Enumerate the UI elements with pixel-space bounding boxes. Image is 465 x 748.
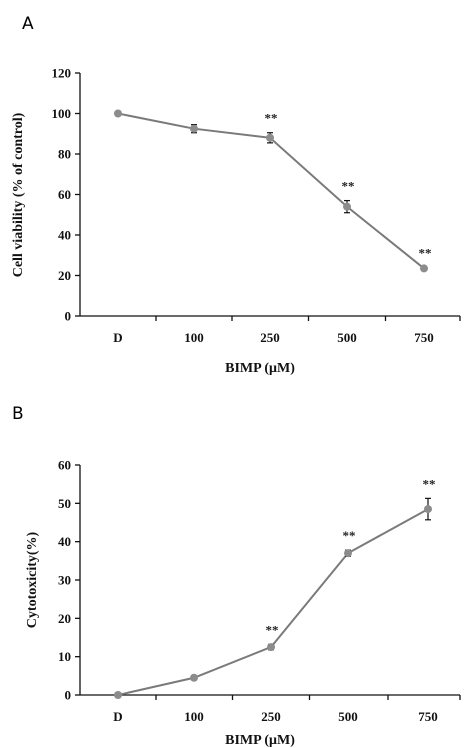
data-point-b: [424, 505, 432, 514]
x-tick-label-b: 250: [261, 709, 281, 724]
y-tick-label-a: 20: [58, 268, 71, 283]
y-tick-label-b: 0: [65, 688, 72, 703]
significance-label-a: **: [342, 179, 355, 194]
significance-label-a: **: [419, 245, 432, 260]
significance-label-a: **: [265, 111, 278, 126]
data-point-a: [266, 133, 274, 142]
x-tick-label-b: D: [113, 709, 122, 724]
y-tick-label-b: 60: [58, 458, 71, 473]
x-tick-label-b: 750: [418, 709, 438, 724]
y-tick-label-a: 80: [58, 147, 71, 162]
x-axis-title-b: BIMP (μM): [225, 733, 295, 748]
significance-label-b: **: [343, 528, 356, 543]
x-tick-label-a: D: [113, 330, 122, 345]
y-tick-label-a: 0: [65, 309, 72, 324]
x-tick-label-b: 100: [184, 709, 204, 724]
x-tick-label-a: 500: [337, 330, 357, 345]
x-tick-label-a: 750: [414, 330, 434, 345]
y-axis-title-b: Cytotoxicity(%): [25, 531, 40, 628]
chart-b: 0 10 20 30 40 50 60 D 100 250 500 750 BIMP (μM) Cytot…: [25, 458, 461, 748]
x-axis-title-a: BIMP (μM): [225, 361, 295, 376]
y-axis-title-a: Cell viability (% of control): [11, 112, 26, 277]
data-point-a: [420, 264, 428, 273]
y-tick-label-b: 40: [58, 534, 71, 549]
data-point-b: [190, 673, 198, 682]
y-tick-label-a: 40: [58, 228, 71, 243]
data-point-a: [190, 124, 198, 133]
data-point-b: [267, 643, 275, 652]
significance-label-b: **: [423, 476, 436, 491]
y-tick-label-b: 30: [58, 573, 71, 588]
chart-a: 0 20 40 60 80 100 120 D 100 250 500 750 BIMP (μM) Cel…: [11, 66, 461, 376]
data-point-b: [114, 691, 122, 699]
y-tick-label-a: 100: [52, 106, 72, 121]
x-tick-label-b: 500: [338, 709, 358, 724]
y-tick-label-b: 10: [58, 649, 71, 664]
x-tick-label-a: 100: [184, 330, 204, 345]
significance-label-b: **: [266, 622, 279, 637]
data-point-b: [344, 549, 352, 558]
y-tick-label-b: 20: [58, 611, 71, 626]
data-point-a: [343, 202, 351, 211]
y-tick-label-b: 50: [58, 496, 71, 511]
panel-letter-b: B: [12, 404, 24, 424]
y-tick-label-a: 120: [52, 66, 72, 81]
panel-letter-a: A: [22, 14, 34, 34]
data-point-a: [114, 109, 122, 118]
y-tick-label-a: 60: [58, 187, 71, 202]
x-tick-label-a: 250: [260, 330, 280, 345]
series-line-b: [117, 508, 429, 696]
